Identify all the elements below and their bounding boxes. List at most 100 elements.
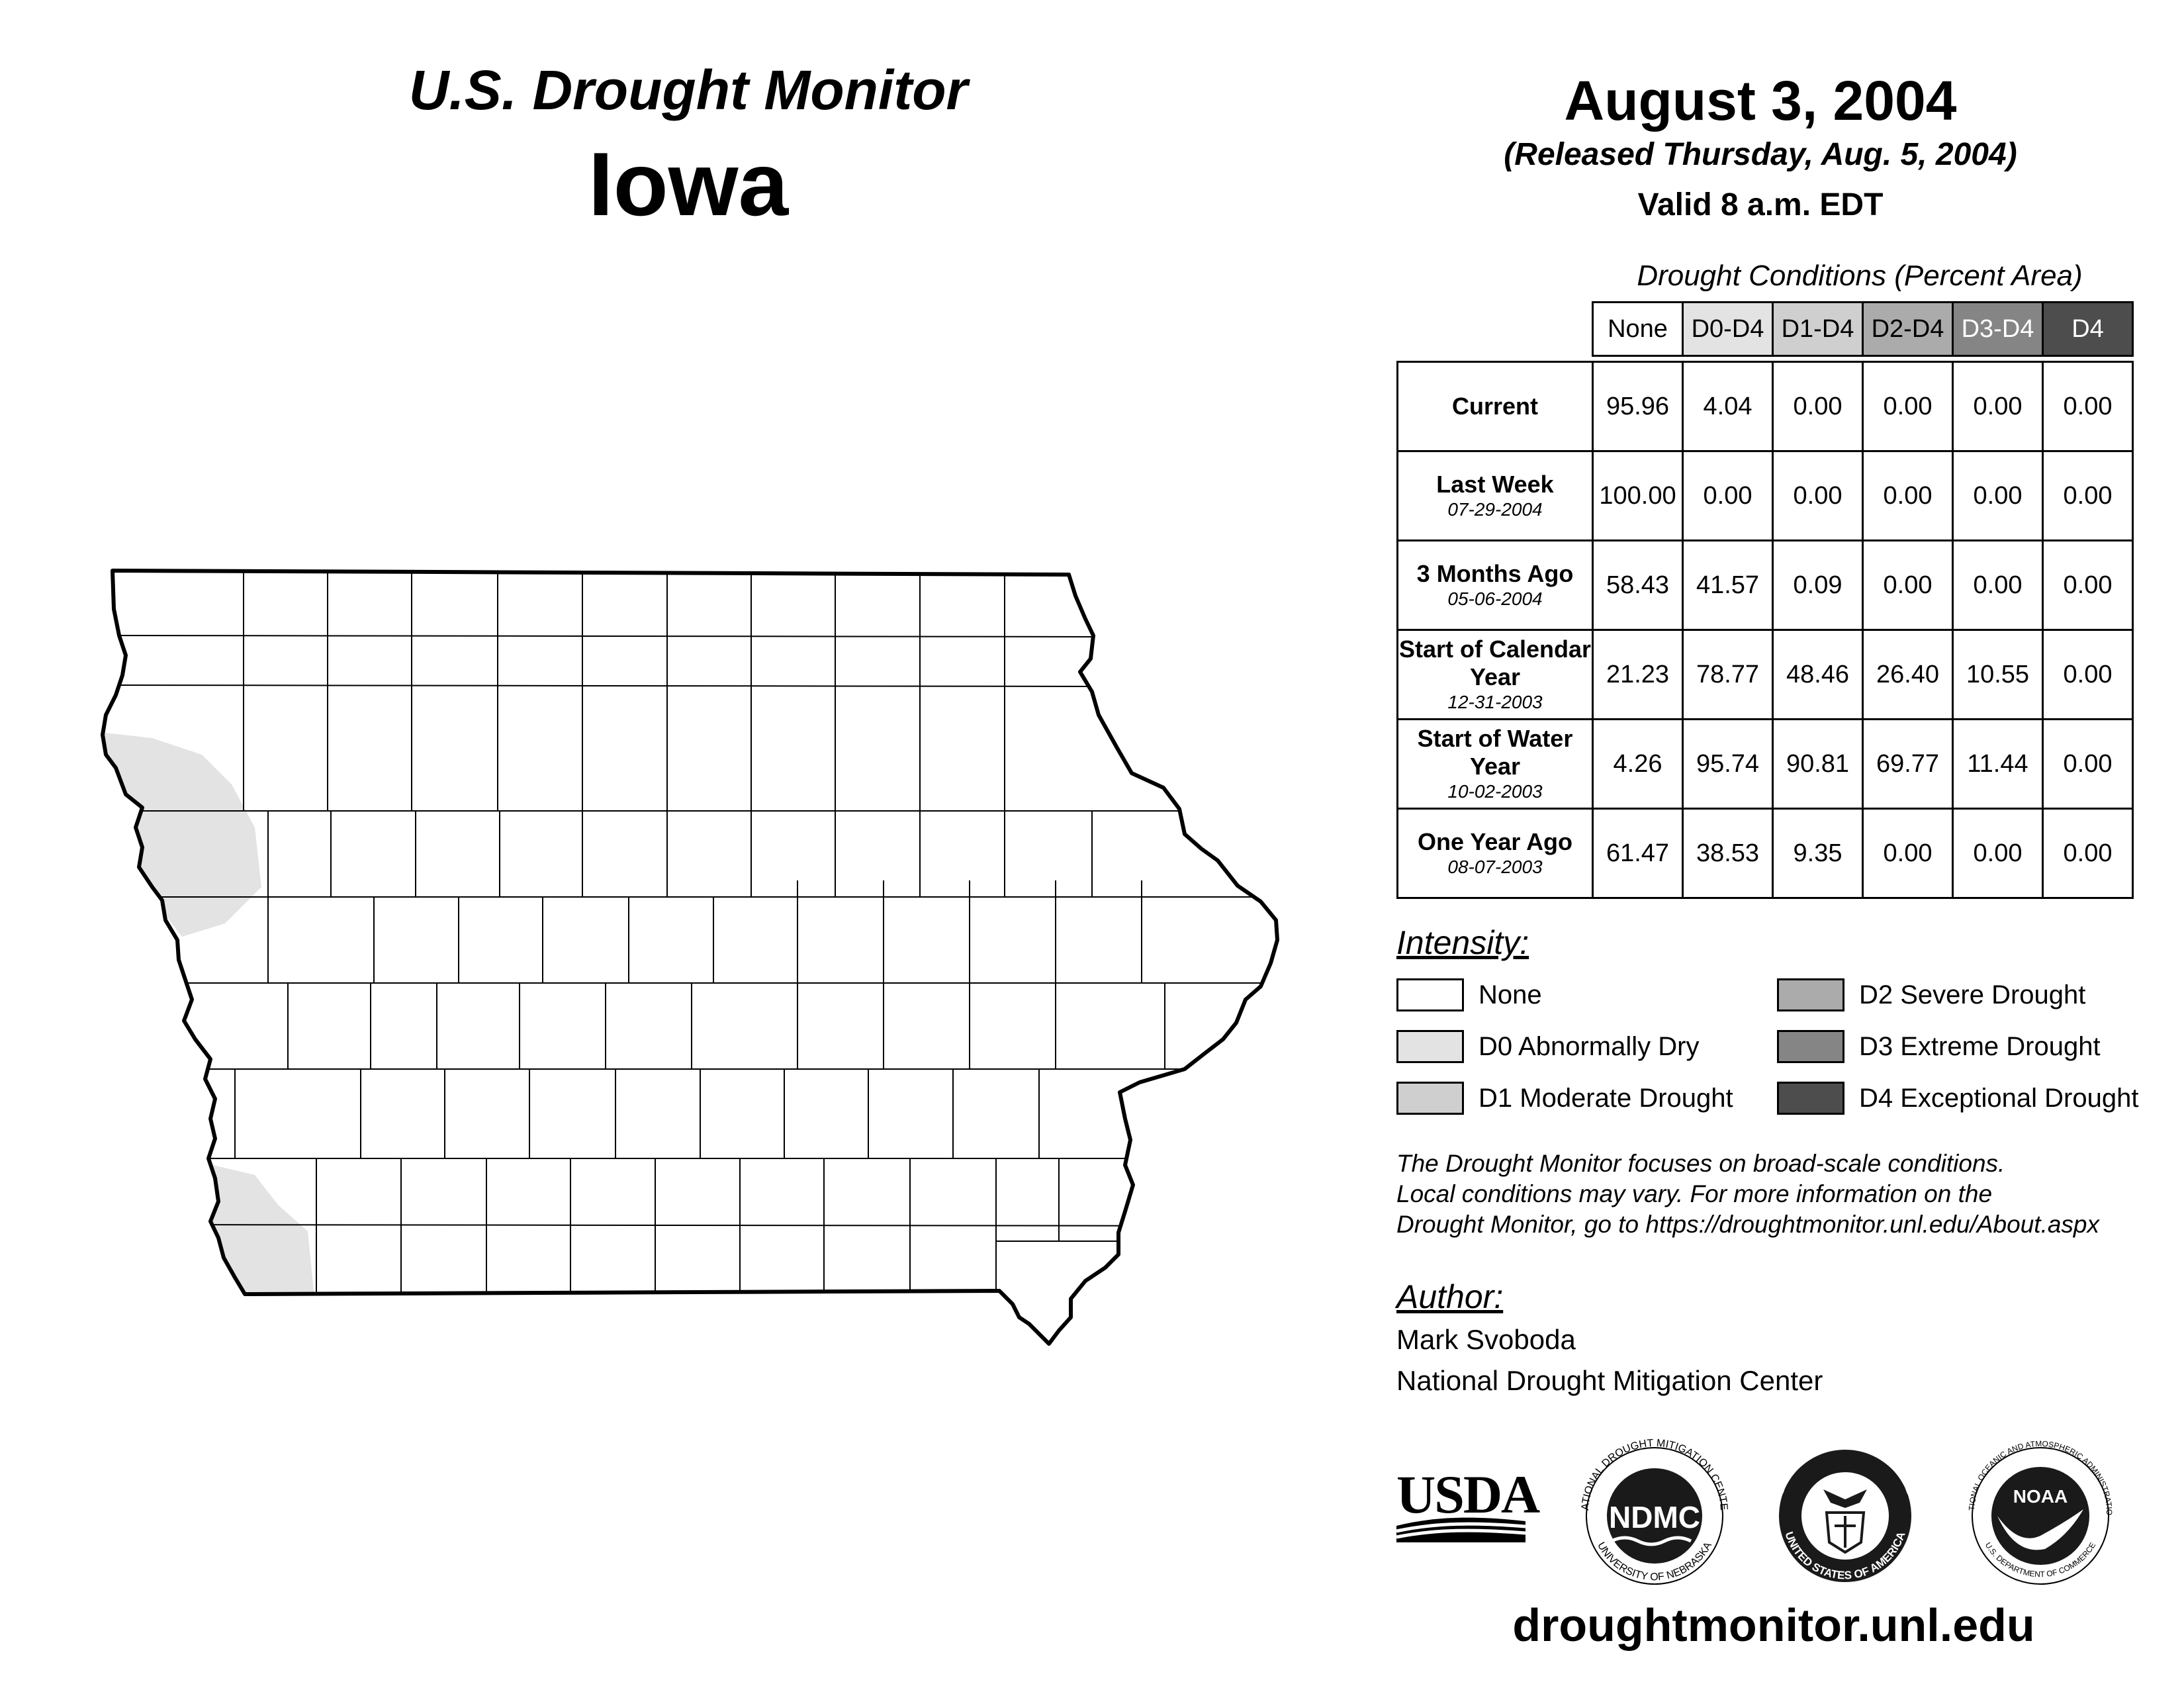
table-row: Start of Calendar Year 12-31-2003 21.23 7… [1396,629,2134,720]
row-label-one-year-ago: One Year Ago 08-07-2003 [1396,808,1594,899]
table-row: Current 95.96 4.04 0.00 0.00 0.00 0.00 [1396,361,2134,452]
author-name: Mark Svoboda [1396,1324,1576,1355]
ndmc-text: NDMC [1609,1500,1700,1534]
legend-label: D1 Moderate Drought [1479,1083,1733,1113]
table-cell: 11.44 [1952,718,2044,810]
legend-swatch [1777,1082,1844,1115]
commerce-seal-logo: DEPARTMENT OF COMMERCE UNITED STATES OF … [1774,1438,1917,1582]
row-label-start-water-year: Start of Water Year 10-02-2003 [1396,718,1594,810]
row-date: 08-07-2003 [1447,857,1543,877]
table-cell: 58.43 [1592,539,1684,631]
row-label-last-week: Last Week 07-29-2004 [1396,450,1594,541]
state-name: Iowa [588,134,789,234]
row-date: 05-06-2004 [1447,588,1543,609]
table-cell: 48.46 [1772,629,1864,720]
release-date: (Released Thursday, Aug. 5, 2004) [1504,137,2017,172]
table-cell: 0.00 [2042,539,2134,631]
legend-label: D4 Exceptional Drought [1859,1083,2139,1113]
state-fill [103,571,1277,1344]
legend-title: Intensity: [1396,924,1529,961]
row-label-3-months-ago: 3 Months Ago 05-06-2004 [1396,539,1594,631]
table-cell: 0.00 [1862,808,1954,899]
table-cell: 0.00 [2042,718,2134,810]
row-date: 10-02-2003 [1447,781,1543,802]
legend-swatch [1777,1030,1844,1063]
table-cell: 95.74 [1682,718,1774,810]
table-corner [1398,303,1593,356]
table-row: Start of Water Year 10-02-2003 4.26 95.74… [1396,718,2134,810]
table-cell: 26.40 [1862,629,1954,720]
table-row: 3 Months Ago 05-06-2004 58.43 41.57 0.09 … [1396,539,2134,631]
usda-logo: USDA [1396,1464,1541,1542]
table-cell: 0.00 [1772,361,1864,452]
table-cell: 38.53 [1682,808,1774,899]
state-outline [101,569,1279,1346]
table-header-row: None D0-D4 D1-D4 D2-D4 D3-D4 D4 [1398,301,2134,357]
table-row: Last Week 07-29-2004 100.00 0.00 0.00 0.0… [1396,450,2134,541]
legend-label: D0 Abnormally Dry [1479,1031,1700,1061]
table-cell: 0.00 [1952,361,2044,452]
drought-conditions-table: None D0-D4 D1-D4 D2-D4 D3-D4 D4 Current … [1396,301,2134,899]
website-link[interactable]: droughtmonitor.unl.edu [1512,1599,2035,1651]
table-cell: 90.81 [1772,718,1864,810]
legend-item-none: None [1396,978,1542,1011]
legend-item-d1: D1 Moderate Drought [1396,1082,1733,1115]
note-line: Drought Monitor, go to https://droughtmo… [1396,1211,2099,1238]
table-cell: 0.00 [1862,450,1954,541]
legend-swatch [1396,978,1464,1011]
table-cell: 69.77 [1862,718,1954,810]
legend-item-d3: D3 Extreme Drought [1777,1030,2101,1063]
table-cell: 41.57 [1682,539,1774,631]
table-cell: 9.35 [1772,808,1864,899]
noaa-text: NOAA [2013,1486,2068,1507]
legend-swatch [1396,1082,1464,1115]
row-date: 12-31-2003 [1447,692,1543,712]
legend-swatch [1777,978,1844,1011]
table-row: One Year Ago 08-07-2003 61.47 38.53 9.35 … [1396,808,2134,899]
table-cell: 21.23 [1592,629,1684,720]
table-cell: 0.00 [2042,450,2134,541]
legend-item-d4: D4 Exceptional Drought [1777,1082,2138,1115]
valid-time: Valid 8 a.m. EDT [1637,187,1884,222]
table-cell: 0.00 [1952,450,2044,541]
valid-date: August 3, 2004 [1564,70,1957,132]
note-line: The Drought Monitor focuses on broad-sca… [1396,1150,2005,1177]
note-line: Local conditions may vary. For more info… [1396,1180,1993,1207]
county-lines [103,571,1277,1294]
disclaimer-note: The Drought Monitor focuses on broad-sca… [1396,1149,2158,1240]
table-cell: 95.96 [1592,361,1684,452]
col-d3-d4: D3-D4 [1952,301,2044,357]
legend-item-d2: D2 Severe Drought [1777,978,2085,1011]
table-cell: 0.00 [1772,450,1864,541]
table-cell: 0.00 [2042,808,2134,899]
table-cell: 0.00 [1952,539,2044,631]
table-caption: Drought Conditions (Percent Area) [1637,259,2083,292]
col-d0-d4: D0-D4 [1682,301,1774,357]
legend-label: D2 Severe Drought [1859,980,2086,1009]
table-cell: 0.00 [1862,361,1954,452]
table-cell: 0.00 [1952,808,2044,899]
table-cell: 4.26 [1592,718,1684,810]
author-title: Author: [1396,1278,1504,1315]
table-cell: 0.00 [2042,361,2134,452]
col-none: None [1592,301,1684,357]
col-d4: D4 [2042,301,2134,357]
iowa-map [101,569,1279,1346]
table-cell: 0.09 [1772,539,1864,631]
map-title: U.S. Drought Monitor [408,59,968,121]
table-cell: 4.04 [1682,361,1774,452]
table-cell: 0.00 [1682,450,1774,541]
table-cell: 61.47 [1592,808,1684,899]
row-label-start-calendar-year: Start of Calendar Year 12-31-2003 [1396,629,1594,720]
author-org: National Drought Mitigation Center [1396,1365,1823,1396]
legend-item-d0: D0 Abnormally Dry [1396,1030,1699,1063]
row-label-current: Current [1396,361,1594,452]
legend-swatch [1396,1030,1464,1063]
table-cell: 0.00 [1862,539,1954,631]
col-d2-d4: D2-D4 [1862,301,1954,357]
agency-logos: USDA NATIONAL DROUGHT MITIGATION CENTER … [1390,1436,2114,1585]
row-date: 07-29-2004 [1447,499,1543,520]
col-d1-d4: D1-D4 [1772,301,1864,357]
table-cell: 0.00 [2042,629,2134,720]
table-cell: 78.77 [1682,629,1774,720]
